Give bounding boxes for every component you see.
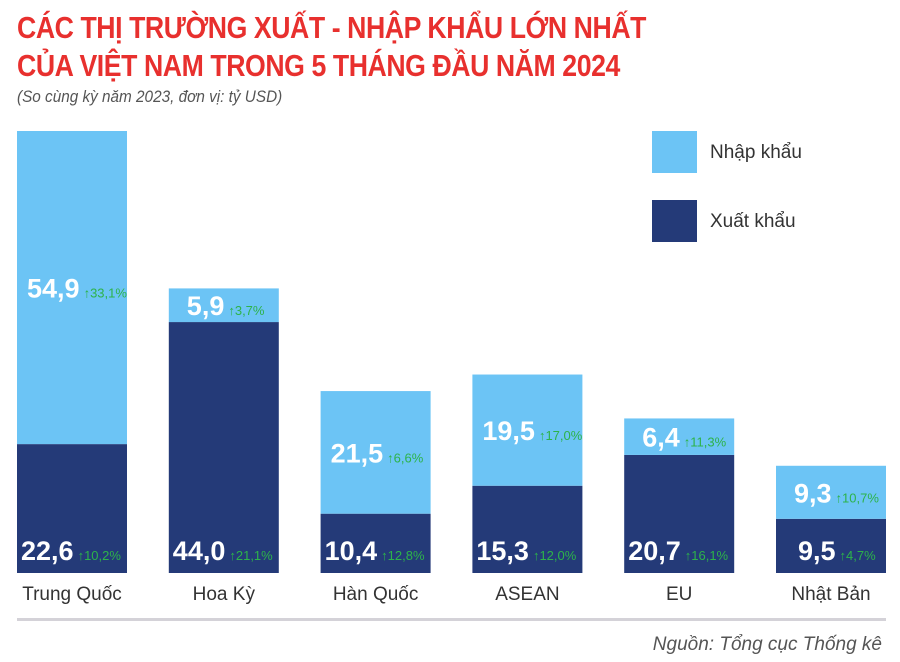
import-4-label: 6,4 ↑11,3% (642, 423, 726, 453)
category-label-3: ASEAN (495, 584, 559, 605)
chart-subtitle: (So cùng kỳ năm 2023, đơn vị: tỷ USD) (17, 87, 283, 106)
category-label-0: Trung Quốc (22, 584, 122, 605)
import-0-growth: ↑33,1% (84, 286, 128, 301)
export-5-growth: ↑4,7% (840, 548, 877, 563)
export-0-label: 22,6 ↑10,2% (21, 536, 121, 566)
bar-export-0 (17, 444, 127, 573)
chart-title-line2: CỦA VIỆT NAM TRONG 5 THÁNG ĐẦU NĂM 2024 (17, 48, 620, 83)
category-label-2: Hàn Quốc (333, 584, 419, 605)
export-3-value: 15,3 (476, 536, 529, 566)
bar-import-1 (168, 288, 279, 323)
bar-export-4 (624, 454, 735, 573)
divider (17, 618, 886, 621)
import-3-label: 19,5 ↑17,0% (482, 416, 582, 446)
bar-import-5 (776, 465, 886, 519)
bar-export-5 (776, 518, 886, 573)
import-1-label: 5,9 ↑3,7% (187, 291, 265, 321)
bar-export-1 (168, 322, 279, 573)
legend-swatch-import (652, 131, 697, 173)
export-5-value: 9,5 (798, 536, 836, 566)
category-label-5: Nhật Bản (791, 584, 870, 605)
export-2-value: 10,4 (325, 536, 378, 566)
export-3-growth: ↑12,0% (533, 548, 577, 563)
category-label-1: Hoa Kỳ (193, 584, 256, 605)
export-2-label: 10,4 ↑12,8% (325, 536, 425, 566)
import-2-label: 21,5 ↑6,6% (331, 438, 424, 468)
import-5-label: 9,3 ↑10,7% (794, 478, 879, 508)
bar-export-3 (472, 485, 583, 573)
bar-import-4 (624, 418, 735, 455)
export-4-label: 20,7 ↑16,1% (628, 536, 728, 566)
import-1-growth: ↑3,7% (228, 303, 265, 318)
import-0-label: 54,9 ↑33,1% (27, 274, 127, 304)
bar-import-2 (320, 391, 431, 514)
export-1-value: 44,0 (173, 536, 226, 566)
export-3-label: 15,3 ↑12,0% (476, 536, 576, 566)
export-1-growth: ↑21,1% (229, 548, 273, 563)
category-label-4: EU (666, 584, 692, 605)
import-0-value: 54,9 (27, 274, 80, 304)
bar-export-2 (320, 513, 431, 573)
legend-label-export: Xuất khẩu (710, 211, 796, 232)
import-4-value: 6,4 (642, 423, 680, 453)
legend-label-import: Nhập khẩu (710, 142, 802, 163)
import-4-growth: ↑11,3% (684, 435, 727, 450)
export-1-label: 44,0 ↑21,1% (173, 536, 273, 566)
export-4-value: 20,7 (628, 536, 681, 566)
bar-import-0 (17, 131, 127, 445)
chart-title-line1: CÁC THỊ TRƯỜNG XUẤT - NHẬP KHẨU LỚN NHẤT (17, 10, 646, 45)
legend-swatch-export (652, 200, 697, 242)
bar-import-3 (472, 374, 583, 486)
export-4-growth: ↑16,1% (685, 548, 729, 563)
export-0-growth: ↑10,2% (78, 548, 122, 563)
import-2-growth: ↑6,6% (387, 450, 424, 465)
import-3-value: 19,5 (482, 416, 535, 446)
source-note: Nguồn: Tổng cục Thống kê (652, 634, 882, 655)
import-5-value: 9,3 (794, 478, 832, 508)
import-1-value: 5,9 (187, 291, 225, 321)
export-2-growth: ↑12,8% (381, 548, 425, 563)
import-5-growth: ↑10,7% (836, 490, 880, 505)
import-3-growth: ↑17,0% (539, 428, 583, 443)
export-0-value: 22,6 (21, 536, 74, 566)
import-2-value: 21,5 (331, 438, 384, 468)
export-5-label: 9,5 ↑4,7% (798, 536, 876, 566)
